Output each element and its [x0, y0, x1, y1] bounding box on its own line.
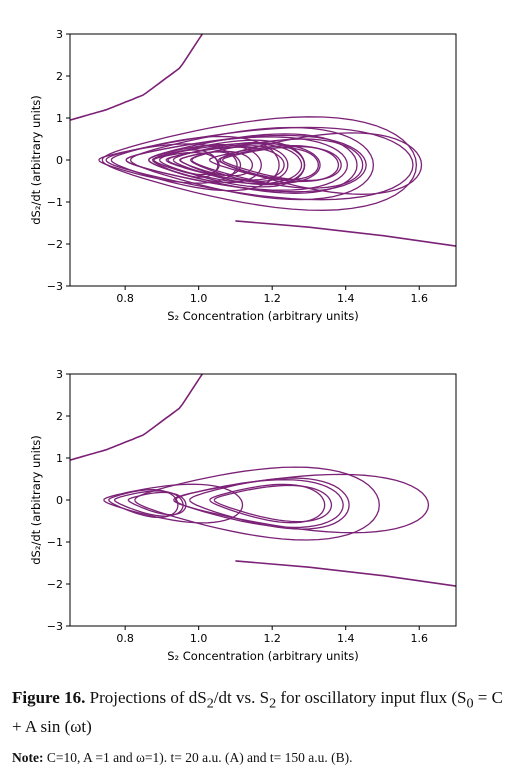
y-tick-label: −2 [47, 578, 63, 591]
y-tick-label: −2 [47, 238, 63, 251]
chart-panel-a: 0.8 1.0 1.2 1.4 1.6 −3 −2 −1 0 1 2 3 S₂ Concentratio… [29, 28, 457, 323]
x-axis-label: S₂ Concentration (arbitrary units) [167, 309, 359, 323]
caption-label: Figure 16. [12, 688, 86, 707]
axes-frame [69, 373, 457, 627]
caption-text-after: for oscillatory input flux (S [276, 688, 467, 707]
x-tick-label: 1.6 [410, 292, 428, 305]
x-tick-label: 0.8 [116, 292, 134, 305]
caption-text-end: = C + A sin (ωt) [12, 688, 503, 737]
x-axis-label: S₂ Concentration (arbitrary units) [167, 649, 359, 663]
attractor-trajectory [103, 466, 430, 541]
caption-sub1: 2 [206, 695, 214, 712]
caption-sub2: 2 [269, 695, 277, 712]
attractor-loop [173, 473, 430, 534]
y-tick-label: 2 [56, 410, 63, 423]
attractor-loop [125, 134, 367, 193]
attractor-loop [221, 146, 342, 182]
attractor-loop [209, 483, 326, 524]
caption-text-main: Projections of dS [85, 688, 207, 707]
attractor-loop [158, 139, 306, 188]
y-tick-label: −1 [47, 196, 63, 209]
plot-area [70, 374, 456, 587]
plot-area [70, 34, 456, 247]
y-tick-label: 3 [56, 368, 63, 381]
x-tick-label: 1.0 [190, 292, 208, 305]
y-tick-label: −1 [47, 536, 63, 549]
attractor-loop [98, 143, 238, 184]
figure-note: Note: C=10, A =1 and ω=1). t= 20 a.u. (A… [12, 750, 508, 766]
y-tick-label: −3 [47, 620, 63, 633]
y-tick-label: 1 [56, 452, 63, 465]
x-tick-label: 1.4 [337, 292, 355, 305]
attractor-loop [101, 116, 418, 211]
chart-panel-b: 0.8 1.0 1.2 1.4 1.6 −3 −2 −1 0 1 2 3 S₂ Concentratio… [29, 368, 457, 663]
attractor-trajectory [98, 116, 423, 211]
axes-frame [69, 33, 457, 287]
x-tick-label: 1.0 [190, 632, 208, 645]
y-tick-label: 2 [56, 70, 63, 83]
y-tick-label: 1 [56, 112, 63, 125]
note-label: Note: [12, 750, 44, 765]
y-tick-label: 3 [56, 28, 63, 41]
x-tick-label: 1.2 [263, 632, 281, 645]
y-tick-label: 0 [56, 494, 63, 507]
attractor-loop [213, 484, 333, 523]
attractor-loop [219, 132, 423, 195]
x-tick-label: 1.4 [337, 632, 355, 645]
attractor-loop [108, 489, 179, 519]
y-axis-label: dS₂/dt (arbitrary units) [29, 435, 43, 565]
note-text: C=10, A =1 and ω=1). t= 20 a.u. (A) and … [43, 750, 353, 765]
attractor-loop [151, 149, 219, 178]
caption-sub3: 0 [466, 695, 474, 712]
caption-text-mid: /dt vs. S [213, 688, 270, 707]
transient-trajectory [70, 34, 203, 121]
x-tick-label: 1.2 [263, 292, 281, 305]
x-tick-label: 0.8 [116, 632, 134, 645]
attractor-loop [174, 479, 344, 529]
x-tick-label: 1.6 [410, 632, 428, 645]
y-tick-label: −3 [47, 280, 63, 293]
attractor-loop [179, 150, 254, 177]
y-axis-label: dS₂/dt (arbitrary units) [29, 95, 43, 225]
tail-trajectory [235, 560, 456, 587]
tail-trajectory [235, 220, 456, 247]
transient-trajectory [70, 374, 203, 461]
figure-caption: Figure 16. Projections of dS2/dt vs. S2 … [12, 686, 508, 739]
y-tick-label: 0 [56, 154, 63, 167]
